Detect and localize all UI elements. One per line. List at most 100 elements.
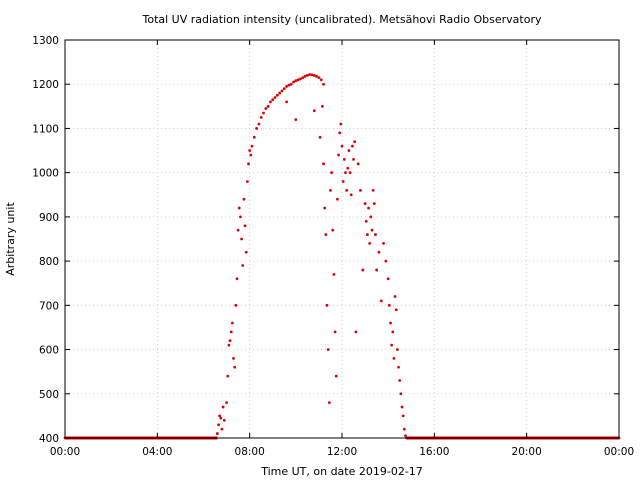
data-point (370, 228, 374, 232)
y-tick-label: 1300 (32, 35, 59, 47)
data-point (334, 374, 338, 378)
data-point (347, 149, 351, 152)
data-point (393, 295, 397, 298)
y-tick-label: 1100 (32, 123, 59, 135)
x-tick-label: 00:00 (604, 446, 634, 458)
data-point (264, 107, 268, 110)
data-point (322, 82, 325, 86)
data-point (319, 78, 323, 82)
x-tick-label: 00:00 (50, 446, 80, 458)
data-point (399, 392, 403, 396)
data-point (235, 277, 239, 281)
data-point (271, 98, 275, 102)
data-point (227, 343, 231, 347)
data-point (337, 153, 340, 157)
data-point (292, 80, 295, 84)
data-point (339, 122, 343, 126)
data-point (382, 242, 385, 245)
data-point (394, 308, 398, 312)
y-axis-label: Arbitrary unit (4, 202, 17, 276)
y-tick-label: 700 (39, 300, 59, 312)
data-point (353, 140, 357, 144)
grid-lines (65, 40, 619, 438)
data-point (317, 76, 321, 79)
data-point (379, 299, 383, 303)
data-point (226, 374, 230, 378)
data-point (335, 197, 339, 201)
data-point (329, 188, 332, 192)
data-point (348, 171, 352, 175)
data-point (338, 131, 342, 135)
data-point (346, 166, 350, 170)
x-tick-label: 20:00 (512, 446, 542, 458)
data-point (219, 416, 223, 420)
data-point (278, 91, 282, 95)
data-point (367, 206, 370, 210)
data-point (310, 73, 314, 77)
data-point (354, 330, 358, 334)
data-point (377, 250, 381, 254)
data-point (375, 268, 379, 272)
data-point (401, 414, 405, 418)
data-point (221, 405, 225, 409)
data-point (280, 89, 284, 93)
data-point (323, 206, 327, 210)
data-point (248, 149, 252, 152)
data-point (356, 162, 360, 166)
data-point (282, 87, 286, 91)
data-point (285, 100, 288, 104)
data-point (352, 158, 355, 161)
data-point (371, 188, 375, 192)
data-point (236, 228, 240, 232)
data-point (294, 118, 298, 121)
x-tick-label: 08:00 (235, 446, 265, 458)
data-point (257, 122, 261, 126)
data-point (285, 85, 288, 88)
data-point (318, 135, 322, 139)
data-point (397, 365, 400, 369)
data-point (243, 224, 247, 228)
y-tick-label: 500 (39, 389, 59, 401)
data-point (341, 180, 345, 183)
data-point (349, 193, 353, 197)
data-point (312, 73, 316, 77)
data-point (330, 171, 334, 175)
data-point (275, 93, 279, 97)
data-point (391, 330, 395, 334)
y-tick-label: 1200 (32, 79, 59, 91)
data-point (303, 74, 307, 78)
data-point (364, 219, 368, 223)
data-point (255, 127, 258, 130)
data-point (368, 242, 372, 245)
data-point (237, 206, 241, 210)
data-point (232, 357, 235, 360)
data-point (266, 104, 270, 108)
data-point (250, 144, 254, 148)
data-point (331, 228, 335, 232)
data-point (402, 427, 406, 431)
data-point (390, 343, 394, 347)
data-point (400, 405, 404, 409)
y-tick-label: 600 (39, 345, 59, 357)
data-point (242, 197, 246, 201)
data-point (269, 100, 272, 104)
x-tick-label: 04:00 (142, 446, 172, 458)
data-point (305, 73, 309, 77)
data-point (229, 330, 233, 334)
data-point (259, 115, 263, 119)
data-point (217, 423, 220, 427)
data-point (344, 171, 347, 175)
data-point (287, 83, 291, 87)
data-point (233, 365, 237, 369)
data-point (372, 202, 376, 206)
data-point (361, 268, 365, 272)
data-point (301, 76, 305, 79)
data-point (228, 339, 232, 343)
data-point (384, 259, 388, 263)
x-tick-label: 16:00 (419, 446, 449, 458)
data-point (342, 158, 346, 161)
data-point (240, 237, 243, 241)
data-point (222, 418, 226, 422)
